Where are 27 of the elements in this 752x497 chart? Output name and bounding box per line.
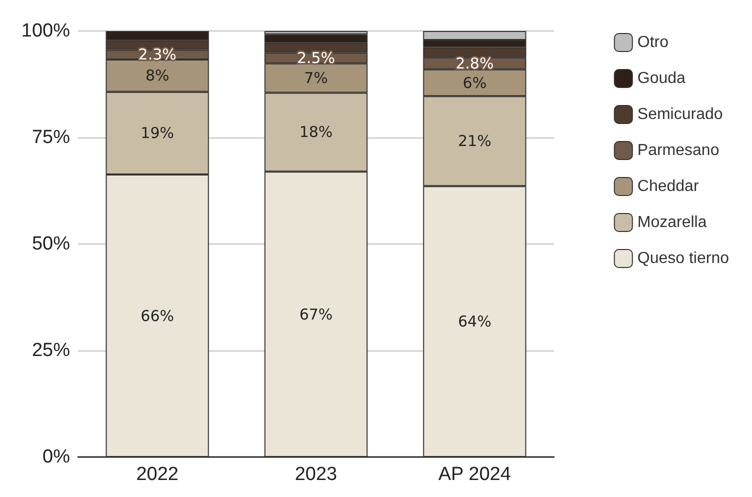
data-label: 6%: [462, 74, 487, 92]
legend-label: Queso tierno: [637, 250, 730, 267]
y-tick-label: 100%: [21, 20, 70, 42]
legend-label: Gouda: [637, 70, 686, 87]
data-label: 66%: [140, 306, 174, 325]
data-label: 67%: [299, 305, 333, 324]
x-tick-label: 2023: [294, 464, 338, 485]
data-label: 8%: [145, 66, 170, 85]
data-label: 18%: [299, 123, 333, 142]
x-tick-label: AP 2024: [438, 464, 512, 485]
y-tick-label: 25%: [32, 340, 70, 361]
data-label: 2.5%: [296, 49, 336, 68]
x-tick-label: 2022: [136, 464, 178, 485]
legend-label: Parmesano: [637, 142, 720, 159]
legend-label: Mozarella: [637, 214, 707, 231]
data-label: 64%: [458, 312, 492, 331]
data-label: 2.8%: [456, 54, 494, 72]
legend-label: Cheddar: [637, 178, 700, 195]
y-tick-label: 0%: [42, 446, 70, 468]
data-label: 19%: [140, 124, 174, 142]
legend-label: Otro: [637, 34, 669, 51]
data-label: 7%: [304, 69, 328, 88]
data-label: 21%: [458, 132, 492, 150]
legend-label: Semicurado: [637, 106, 723, 123]
data-label: 2.3%: [138, 46, 176, 64]
y-tick-label: 50%: [32, 234, 70, 254]
y-tick-label: 75%: [32, 127, 70, 148]
